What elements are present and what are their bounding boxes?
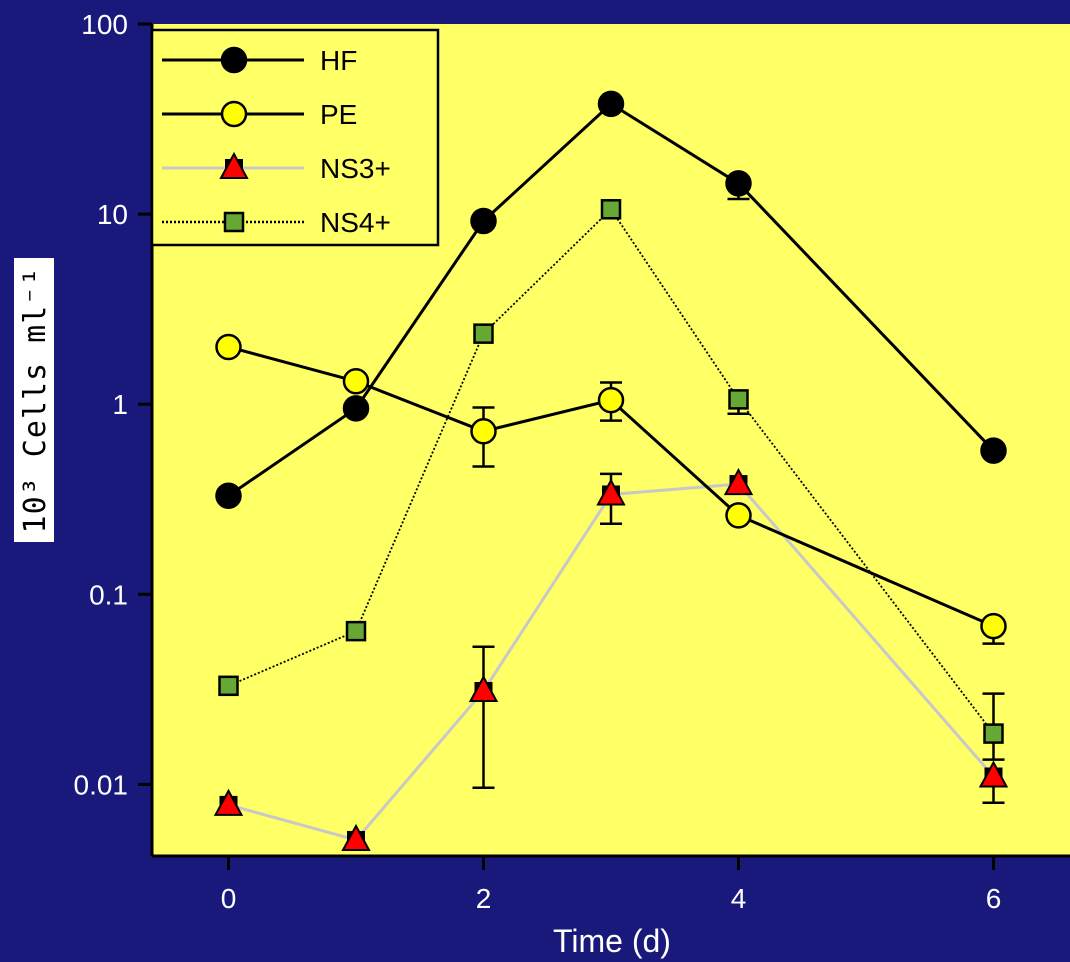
data-point [218,675,239,697]
legend: HF PE NS3+ NS4+ [150,28,440,247]
y-tick-label: 0.1 [89,579,128,610]
data-point [215,333,242,361]
data-point [473,323,494,344]
data-point [596,478,626,506]
data-point [597,90,625,118]
y-ticks: 0.01 0.1 1 10 100 [74,9,152,800]
data-point [341,823,371,851]
series-hf [215,90,1007,509]
series-line [228,345,995,628]
legend-marker [219,151,249,179]
data-point [345,620,367,642]
series-line [227,102,995,497]
x-tick-label: 6 [986,883,1002,914]
data-point [342,395,370,422]
data-point [980,437,1007,464]
data-point [470,418,497,445]
data-point [725,502,752,529]
data-point [600,199,622,220]
series-layer [213,90,1009,851]
legend-label: NS3+ [320,153,391,184]
legend-marker [220,46,248,74]
y-tick-label: 1 [112,389,128,420]
legend-marker [220,100,248,128]
x-axis-title: Time (d) [553,923,671,959]
data-point [728,389,749,410]
data-point [213,788,244,816]
y-axis-title: 10³ Cells ml⁻¹ [18,267,53,534]
x-tick-label: 0 [221,883,237,914]
legend-box [150,28,440,247]
data-point [342,368,370,395]
data-point [470,207,497,235]
data-point [723,467,754,496]
y-axis-title-group: 10³ Cells ml⁻¹ [14,258,54,542]
data-point [215,482,242,509]
y-tick-label: 0.01 [74,769,129,800]
data-point [978,760,1009,788]
y-tick-label: 10 [97,199,128,230]
series-ns4plus [218,199,1005,761]
data-point [597,386,625,414]
x-tick-label: 4 [731,883,747,914]
legend-marker [223,211,245,233]
legend-label: NS4+ [320,207,391,238]
data-point [980,612,1007,640]
series-pe [215,333,1007,645]
y-tick-label: 100 [81,9,128,40]
legend-label: PE [320,99,357,130]
data-point [725,170,752,197]
legend-label: HF [320,45,357,76]
y-axis-title-background [14,258,54,542]
data-point [983,723,1004,744]
x-tick-label: 2 [476,883,492,914]
data-point [468,674,499,702]
x-ticks: 0 2 4 6 [221,856,1002,914]
